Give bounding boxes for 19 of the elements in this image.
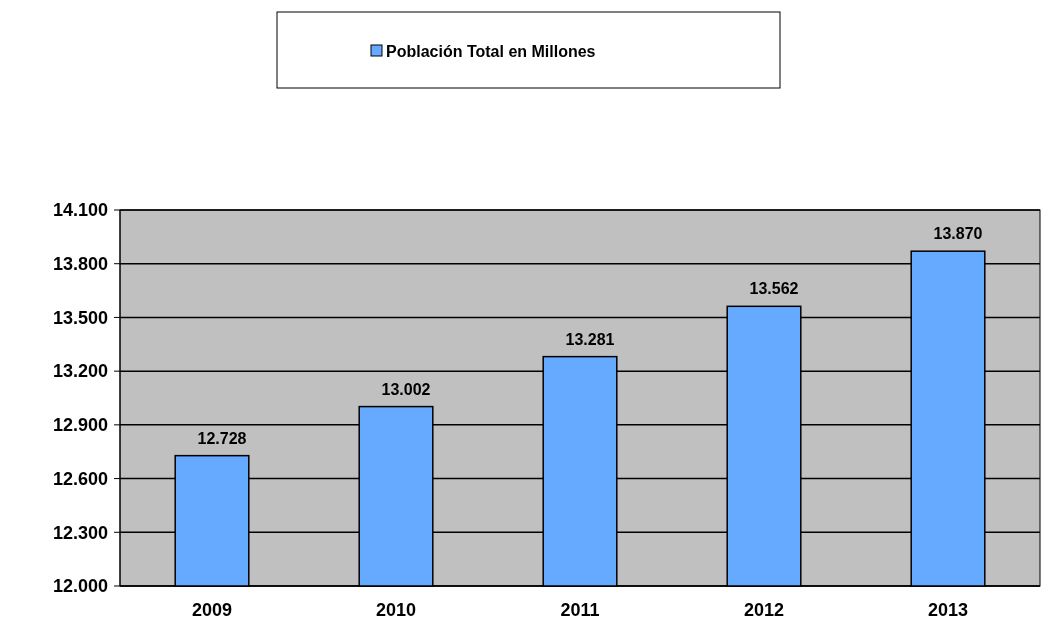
y-tick-label: 13.800	[52, 254, 108, 275]
legend-label: Población Total en Millones	[386, 42, 596, 60]
y-tick-label: 13.500	[52, 307, 108, 328]
data-label: 13.281	[565, 330, 615, 348]
data-label: 12.728	[197, 429, 247, 447]
x-tick-label: 2009	[191, 600, 233, 620]
data-label: 13.002	[381, 380, 431, 398]
x-tick-label: 2011	[560, 600, 600, 620]
y-tick-label: 12.900	[52, 415, 108, 436]
x-tick-label: 2013	[927, 600, 969, 620]
y-tick-label: 12.600	[52, 468, 108, 489]
y-tick-label: 14.100	[52, 200, 108, 221]
y-tick-label: 12.300	[52, 522, 108, 543]
y-tick-label: 12.000	[52, 576, 108, 597]
y-tick-label: 13.200	[52, 361, 108, 382]
x-tick-label: 2010	[375, 600, 417, 620]
x-tick-label: 2012	[743, 600, 785, 620]
data-label: 13.562	[749, 280, 799, 298]
data-label: 13.870	[933, 225, 983, 243]
